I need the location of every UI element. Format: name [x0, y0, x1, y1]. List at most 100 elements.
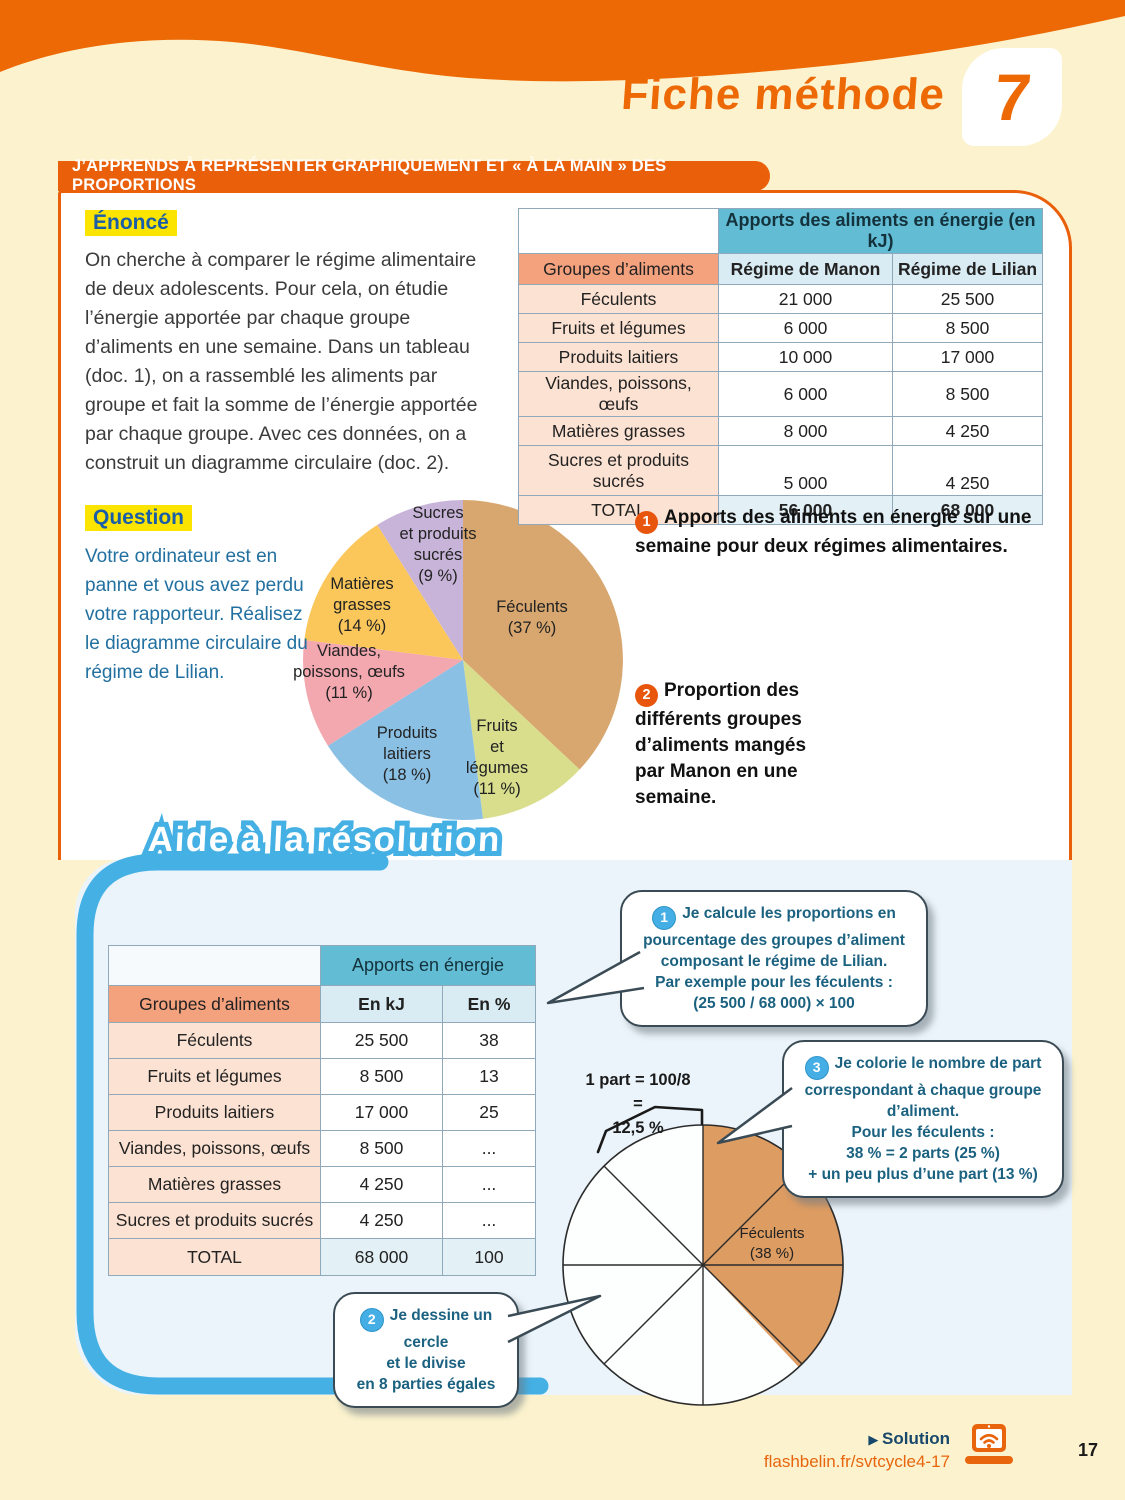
cell-value: 21 000	[718, 284, 893, 314]
aide-section-title: Aide à la résolution	[147, 820, 502, 860]
row-label: Fruits et légumes	[518, 313, 719, 343]
step3-line1: Je colorie le nombre de part	[834, 1055, 1042, 1072]
step2-bubble-tail	[507, 1294, 602, 1344]
table-row: Groupes d’aliments En kJ En %	[108, 985, 537, 1023]
table-row: Fruits et légumes 6 000 8 500	[518, 313, 1044, 343]
table2-col3-header: En %	[441, 985, 537, 1023]
table2-col2-header: En kJ	[320, 985, 443, 1023]
cell-value: 4 250	[891, 416, 1044, 446]
cell-value: 8 500	[320, 1058, 443, 1095]
lesson-banner-text: J’APPRENDS À REPRÉSENTER GRAPHIQUEMENT E…	[72, 157, 667, 194]
total-value: 68 000	[891, 495, 1044, 525]
step2-bubble: 2 Je dessine un cercle et le divise en 8 …	[333, 1292, 519, 1408]
solution-arrow-icon: ▶	[868, 1432, 883, 1447]
table-row: Matières grasses 4 250 ...	[108, 1166, 537, 1203]
fiche-number: 7	[989, 60, 1035, 134]
lesson-banner: J’APPRENDS À REPRÉSENTER GRAPHIQUEMENT E…	[58, 157, 770, 194]
table-row: Produits laitiers 10 000 17 000	[518, 342, 1044, 372]
question-text: Votre ordinateur est en panne et vous av…	[85, 546, 308, 683]
pie-label-laitiers: Produits laitiers (18 %)	[376, 724, 438, 784]
fiche-number-tab: 7	[962, 48, 1062, 146]
step1-line1: Je calcule les proportions en	[682, 905, 896, 922]
laptop-wifi-icon[interactable]	[958, 1422, 1020, 1468]
doc2-number-badge: 2	[635, 683, 658, 707]
step1-bubble-tail	[546, 950, 645, 1005]
pie-chart-manon	[303, 500, 623, 820]
one-part-bracket	[596, 1105, 704, 1154]
one-part-note: 1 part = 100/8 = 12,5 %	[585, 1071, 691, 1137]
cell-value: 25 500	[320, 1022, 443, 1059]
doc1-number-badge: 1	[635, 510, 658, 534]
question-title: Question	[85, 505, 193, 531]
table-row: Fruits et légumes 8 500 13	[108, 1058, 537, 1095]
step1-bubble: 1 Je calcule les proportions en pourcenta…	[620, 890, 928, 1027]
table2-merged-header: Apports en énergie	[319, 945, 537, 986]
table2-col1-header: Groupes d’aliments	[108, 985, 321, 1023]
table1-col2-header: Régime de Manon	[718, 253, 893, 285]
step2-text: et le divise en 8 parties égales	[356, 1354, 496, 1393]
table-row: Produits laitiers 17 000 25	[108, 1094, 537, 1131]
row-label: Viandes, poissons, œufs	[518, 371, 719, 417]
step1-text: pourcentage des groupes d’aliment compos…	[643, 931, 905, 1012]
table-row: Viandes, poissons, œufs 6 000 8 500	[518, 371, 1044, 417]
cell-value: 17 000	[891, 342, 1044, 372]
row-label: Viandes, poissons, œufs	[108, 1130, 321, 1167]
caption-doc2-text: Proportion des différents groupes d’alim…	[635, 680, 807, 808]
step3-number-badge: 3	[804, 1055, 829, 1080]
caption-doc2: 2 Proportion des différents groupes d’ali…	[635, 678, 825, 811]
cell-value: 4 250	[891, 445, 1044, 496]
cell-value: 6 000	[718, 313, 893, 343]
table-row: Matières grasses 8 000 4 250	[518, 416, 1044, 446]
cell-value: 6 000	[718, 371, 893, 417]
table-row: Apports en énergie	[108, 945, 537, 986]
pie-label-sucres: Sucres et produits sucrés (9 %)	[399, 504, 477, 585]
row-label: Sucres et produits sucrés	[518, 445, 719, 496]
table-lilian: Apports en énergie Groupes d’aliments En…	[108, 945, 537, 1276]
cell-value: 8 500	[891, 371, 1044, 417]
cell-value: 10 000	[718, 342, 893, 372]
table1-col1-header: Groupes d’aliments	[518, 253, 719, 285]
table-row: Sucres et produits sucrés 5 000 4 250	[518, 445, 1044, 496]
total-value: 68 000	[320, 1238, 443, 1276]
table-row: TOTAL 56 000 68 000	[518, 495, 1044, 525]
total-label: TOTAL	[108, 1238, 321, 1276]
row-label: Produits laitiers	[518, 342, 719, 372]
cell-value: ...	[441, 1166, 537, 1203]
caption-doc1: 1 Apports des aliments en énergie sur une…	[635, 505, 1047, 560]
pie-slice-matieres-grasses	[304, 524, 463, 660]
row-label: Sucres et produits sucrés	[108, 1202, 321, 1239]
row-label: Matières grasses	[108, 1166, 321, 1203]
cell-value: 8 000	[718, 416, 893, 446]
pie-label-grasses: Matières grasses (14 %)	[330, 575, 394, 635]
pie-slice-produits-laitiers	[327, 660, 483, 820]
solution-url[interactable]: flashbelin.fr/svtcycle4-17	[763, 1452, 950, 1471]
cell-value: 13	[441, 1058, 537, 1095]
pie-slice-viandes	[303, 640, 463, 746]
table1-col3-header: Régime de Lilian	[891, 253, 1044, 285]
solution-label: Solution	[882, 1429, 950, 1448]
enonce-text: On cherche à comparer le régime alimenta…	[85, 249, 478, 474]
row-label: Féculents	[518, 284, 719, 314]
table-row: Groupes d’aliments Régime de Manon Régim…	[518, 253, 1044, 285]
table-row: Sucres et produits sucrés 4 250 ...	[108, 1202, 537, 1239]
table-row: TOTAL 68 000 100	[108, 1238, 537, 1276]
total-label: TOTAL	[518, 495, 719, 525]
cell-value: 4 250	[320, 1166, 443, 1203]
row-label: Féculents	[108, 1022, 321, 1059]
step2-line1: Je dessine un cercle	[389, 1307, 493, 1351]
row-label: Fruits et légumes	[108, 1058, 321, 1095]
enonce-title: Énoncé	[85, 210, 177, 236]
step3-text: correspondant à chaque groupe d’aliment.…	[804, 1081, 1042, 1183]
page-number: 17	[1078, 1440, 1099, 1460]
cell-value: ...	[441, 1202, 537, 1239]
table-row: Féculents 25 500 38	[108, 1022, 537, 1059]
row-label: Produits laitiers	[108, 1094, 321, 1131]
step3-bubble-tail	[716, 1086, 793, 1145]
table-row: Viandes, poissons, œufs 8 500 ...	[108, 1130, 537, 1167]
table-row: Apports des aliments en énergie (en kJ)	[518, 208, 1044, 254]
sector-label-feculents: Féculents (38 %)	[739, 1225, 805, 1262]
step1-number-badge: 1	[652, 905, 677, 930]
page-title: Fiche méthode	[619, 70, 947, 119]
solution-link-block: ▶ Solution flashbelin.fr/svtcycle4-17	[700, 1428, 950, 1473]
cell-value: 17 000	[320, 1094, 443, 1131]
